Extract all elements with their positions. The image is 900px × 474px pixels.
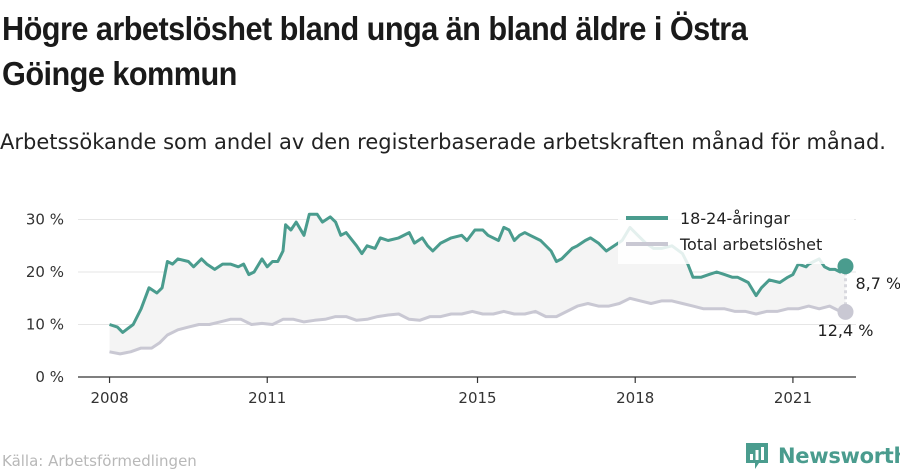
annotation-label-18-24: 8,7 % [855,274,900,293]
line-18-24-aringar [109,212,847,334]
end-point-18-24 [837,258,854,275]
y-tick-label: 30 % [26,211,64,229]
legend-label-18-24: 18-24-åringar [680,209,790,228]
x-tick-label: 2021 [774,389,812,407]
y-tick-label: 0 % [35,368,64,386]
y-tick-label: 20 % [26,263,64,281]
x-tick-label: 2018 [616,389,654,407]
newsworthy-logo: Newsworthy [744,441,900,471]
chart-subtitle: Arbetssökande som andel av den registerb… [0,130,886,154]
source-note: Källa: Arbetsförmedlingen [2,452,197,470]
line-chart: 0 % 10 % 20 % 30 % 2008 2011 2015 2018 2021 18-24… [26,204,900,407]
end-point-total [837,303,854,320]
x-tick-label: 2015 [458,389,496,407]
line-total-arbetsloshet [109,296,846,356]
x-tick-label: 2008 [90,389,128,407]
chart-title: Högre arbetslöshet bland unga än bland ä… [2,10,748,92]
legend-background [618,204,854,264]
annotation-label-total: 12,4 % [818,321,874,340]
newsworthy-logo-icon [746,443,768,469]
x-tick-label: 2011 [248,389,286,407]
legend-label-total: Total arbetslöshet [679,235,822,254]
brand-name: Newsworthy [778,444,900,468]
y-tick-label: 10 % [26,316,64,334]
